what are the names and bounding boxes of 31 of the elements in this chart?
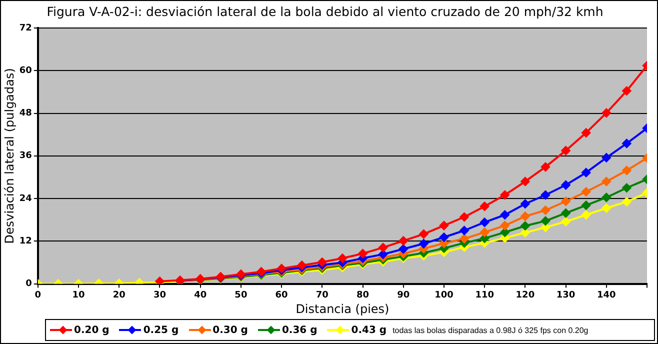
x-tick-label: 130 <box>556 290 576 301</box>
x-tick-label: 90 <box>397 290 410 301</box>
y-tick-label: 60 <box>19 66 32 76</box>
y-tick-label: 36 <box>19 151 32 162</box>
y-tick-label: 12 <box>19 236 32 247</box>
x-tick-label: 20 <box>112 290 126 301</box>
y-tick-label: 24 <box>19 194 32 204</box>
x-axis-title: Distancia (pies) <box>296 302 390 316</box>
x-tick-label: 110 <box>475 290 494 301</box>
y-tick-label: 48 <box>19 108 32 119</box>
legend-label: 0.25 g <box>143 324 179 336</box>
x-tick-label: 80 <box>356 290 370 301</box>
x-tick-label: 0 <box>34 290 42 301</box>
x-tick-label: 100 <box>434 290 454 301</box>
x-tick-label: 140 <box>596 290 616 301</box>
legend-label: 0.43 g <box>351 324 387 336</box>
legend-label: 0.20 g <box>74 324 110 336</box>
y-tick-label: 0 <box>26 279 32 290</box>
legend-label: 0.36 g <box>282 324 318 336</box>
x-tick-label: 40 <box>194 290 207 301</box>
x-tick-label: 50 <box>234 290 248 301</box>
chart-title: Figura V-A-02-i: desviación lateral de la bola debido al viento cruzado de 20 mph/32 kmh <box>46 4 604 19</box>
legend-label: 0.30 g <box>212 324 248 336</box>
y-axis-title: Desviación lateral (pulgadas) <box>2 68 16 244</box>
x-tick-label: 70 <box>316 290 328 301</box>
x-tick-label: 60 <box>275 290 288 301</box>
x-tick-label: 120 <box>516 290 535 301</box>
x-tick-label: 30 <box>153 290 166 301</box>
text: todas las bolas disparadas a 0.98J ó 325 fps con 0.20g <box>392 326 590 334</box>
x-tick-label: 10 <box>72 290 85 301</box>
y-tick-label: 72 <box>19 23 32 34</box>
